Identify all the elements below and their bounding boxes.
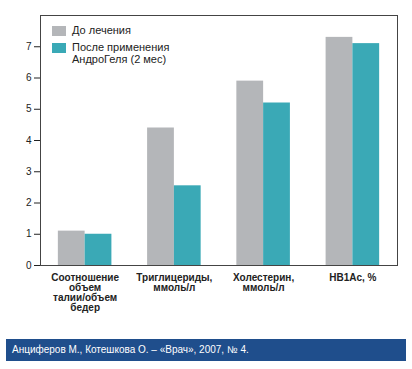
- html-text:Анциферов М., Котешкова О. – «: Анциферов М., Котешкова О. – «Врач», 200…: [12, 344, 249, 355]
- svg-text:Холестерин,ммоль/л: Холестерин,ммоль/л: [233, 272, 294, 293]
- html-text:До лечения: До лечения: [72, 24, 131, 36]
- svg-text:1: 1: [26, 228, 32, 239]
- svg-text:5: 5: [26, 103, 32, 114]
- html-text:После применения АндроГеля (2: После применения АндроГеля (2 мес): [72, 41, 170, 65]
- svg-text:HB1Ac, %: HB1Ac, %: [329, 272, 376, 283]
- svg-text:6: 6: [26, 72, 32, 83]
- svg-text:4: 4: [26, 135, 32, 146]
- svg-text:2: 2: [26, 197, 32, 208]
- svg-text:0: 0: [26, 260, 32, 271]
- svg-text:Соотношениеобъемталии/объембед: Соотношениеобъемталии/объембедер: [51, 272, 119, 313]
- svg-text:Триглицериды,ммоль/л: Триглицериды,ммоль/л: [136, 272, 212, 293]
- svg-text:7: 7: [26, 41, 32, 52]
- svg-text:3: 3: [26, 166, 32, 177]
